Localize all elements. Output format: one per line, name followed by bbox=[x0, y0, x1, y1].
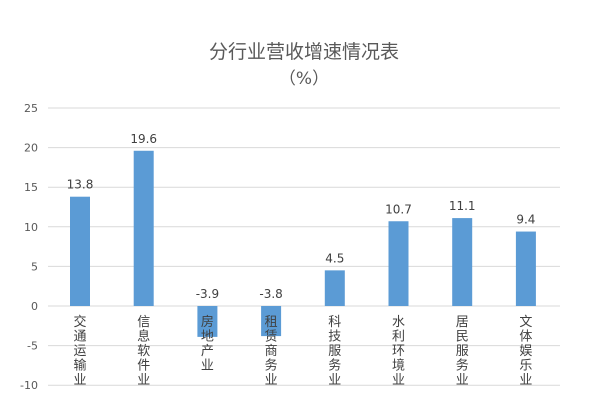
bar bbox=[133, 150, 154, 306]
bar bbox=[261, 306, 282, 337]
y-tick-label: 5 bbox=[31, 260, 38, 273]
y-tick-label: 0 bbox=[31, 300, 38, 313]
data-label: 10.7 bbox=[385, 202, 412, 216]
category-label: 水利环境业 bbox=[392, 315, 405, 388]
data-label: 11.1 bbox=[449, 199, 476, 213]
data-label: -3.8 bbox=[259, 287, 282, 301]
category-label: 居民服务业 bbox=[456, 315, 469, 388]
data-label: -3.9 bbox=[196, 287, 219, 301]
category-label: 信息软件业 bbox=[137, 315, 150, 388]
bar bbox=[388, 221, 409, 306]
y-tick-label: 10 bbox=[24, 221, 38, 234]
category-label: 科技服务业 bbox=[328, 315, 341, 388]
data-label: 19.6 bbox=[130, 132, 157, 146]
bar bbox=[197, 306, 218, 337]
data-label: 13.8 bbox=[67, 178, 94, 192]
data-label: 4.5 bbox=[325, 251, 344, 265]
y-tick-label: 25 bbox=[24, 102, 38, 115]
category-label: 文体娱乐业 bbox=[519, 315, 532, 388]
category-label: 租赁商务业 bbox=[265, 315, 278, 388]
chart-subtitle: （%） bbox=[279, 69, 329, 89]
bar bbox=[515, 231, 536, 306]
chart-title: 分行业营收增速情况表 bbox=[209, 41, 399, 63]
category-label: 交通运输业 bbox=[73, 314, 86, 388]
y-tick-label: 15 bbox=[24, 181, 38, 194]
y-tick-label: 20 bbox=[24, 142, 38, 155]
bar bbox=[452, 218, 473, 306]
bar bbox=[70, 196, 90, 306]
bar bbox=[324, 270, 345, 306]
data-label: 9.4 bbox=[516, 213, 535, 227]
category-label: 房地产业 bbox=[201, 314, 214, 374]
y-tick-label: -5 bbox=[27, 340, 38, 353]
y-tick-label: -10 bbox=[20, 379, 38, 392]
